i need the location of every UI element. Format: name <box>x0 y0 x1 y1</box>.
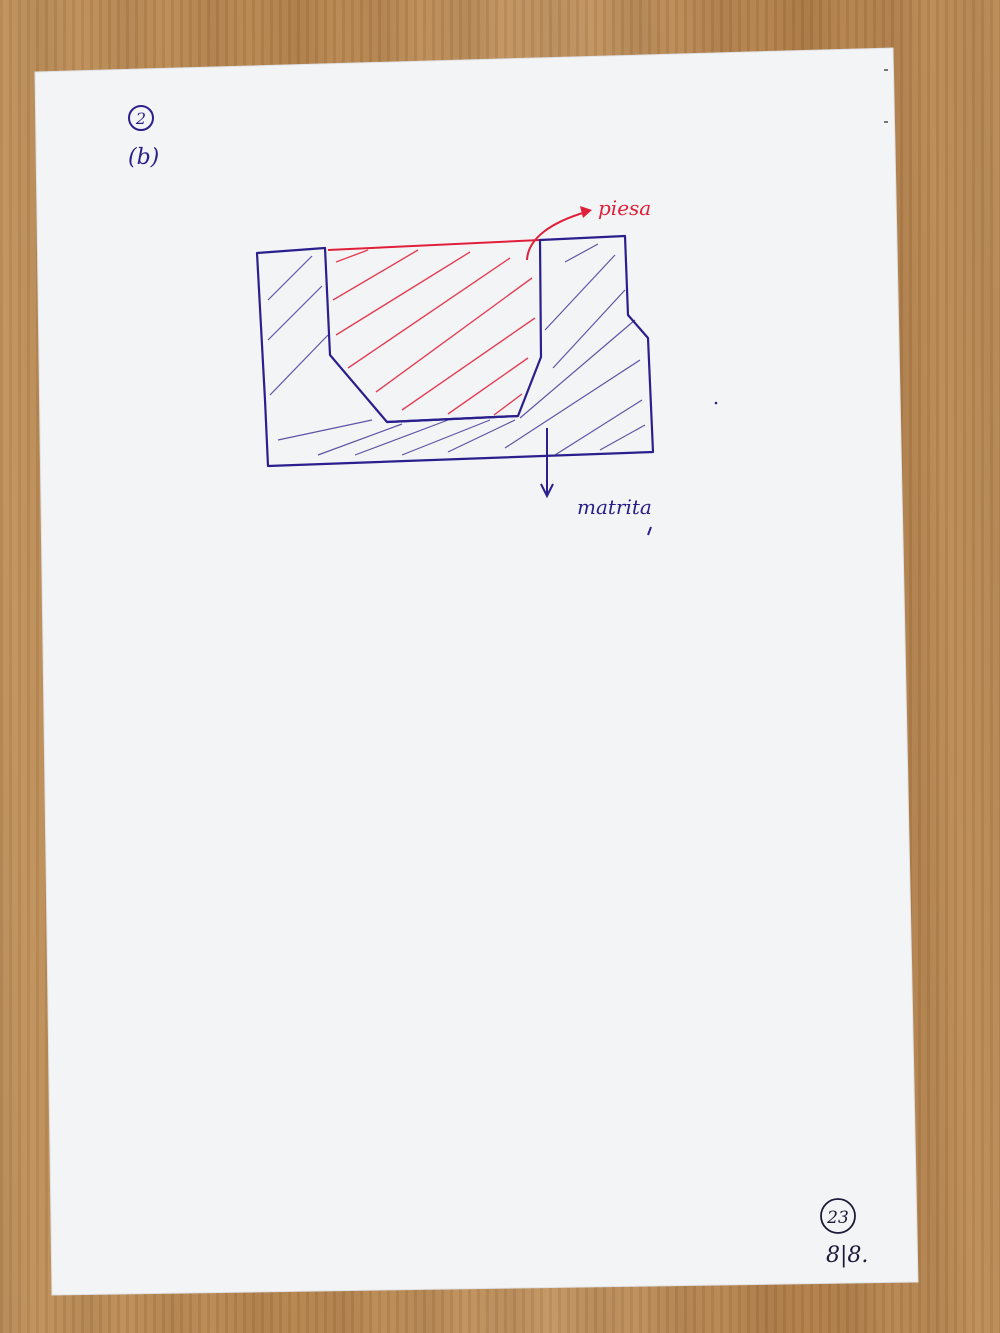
section-number-circle: 2 <box>128 105 154 131</box>
paper-page <box>34 47 919 1296</box>
part-leader-arrow <box>526 211 587 261</box>
stray-dot <box>714 401 718 405</box>
die-arrowhead <box>540 483 554 499</box>
die-outline <box>255 234 655 468</box>
cavity-bottom <box>386 414 519 424</box>
die-cross-section: piesa matrita <box>255 196 718 536</box>
part-hatching <box>332 249 536 416</box>
section-number: 2 <box>135 109 146 128</box>
part-arrowhead <box>580 206 592 218</box>
page-score: 23 <box>826 1208 849 1228</box>
part-top-edge <box>327 239 541 251</box>
die-label-comma-mark <box>647 526 652 536</box>
subpart-label: (b) <box>128 145 159 170</box>
die-hatching <box>267 243 646 456</box>
die-label: matrita <box>577 495 652 519</box>
page-count: 8|8. <box>826 1243 868 1268</box>
page-score-circle: 23 <box>820 1198 856 1234</box>
part-label: piesa <box>598 196 651 220</box>
